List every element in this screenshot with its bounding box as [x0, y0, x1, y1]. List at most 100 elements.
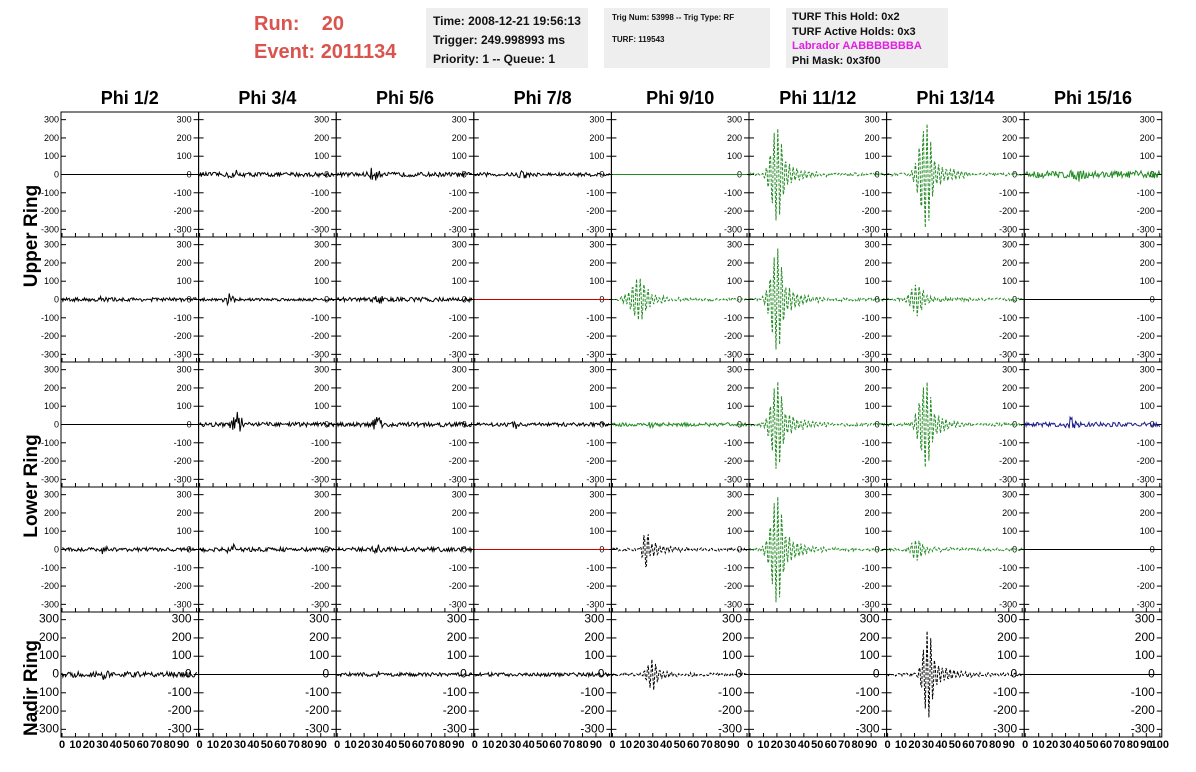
y-tick-label: -200 — [856, 703, 880, 717]
y-tick-label: -200 — [724, 206, 742, 216]
waveform-trace — [474, 170, 610, 179]
y-tick-label: -200 — [586, 581, 604, 591]
y-tick-label: -200 — [41, 581, 59, 591]
y-tick-label: 300 — [314, 115, 329, 125]
y-tick-label: 200 — [314, 133, 329, 143]
y-tick-label: 300 — [860, 612, 880, 626]
y-tick-label: -200 — [449, 581, 467, 591]
y-tick-label: -300 — [1131, 721, 1155, 735]
trig-num-text: Trig Num: 53998 -- Trig Type: RF — [612, 13, 735, 22]
y-tick-label: 100 — [314, 276, 329, 286]
y-tick-label: -200 — [449, 331, 467, 341]
x-tick-label: 90 — [315, 739, 327, 751]
y-tick-label: 200 — [1002, 133, 1017, 143]
turf-active-text: TURF Active Holds: 0x3 — [792, 25, 916, 38]
y-tick-label: 0 — [185, 667, 192, 681]
y-tick-label: 100 — [860, 648, 880, 662]
y-tick-label: 100 — [1140, 401, 1155, 411]
x-tick-label: 40 — [935, 739, 947, 751]
y-tick-label: -300 — [449, 474, 467, 484]
y-tick-label: -100 — [993, 685, 1017, 699]
y-tick-label: 300 — [309, 612, 329, 626]
y-tick-label: 0 — [598, 667, 605, 681]
x-tick-label: 80 — [989, 739, 1001, 751]
y-tick-label: 200 — [727, 383, 742, 393]
y-tick-label: 100 — [314, 526, 329, 536]
y-tick-label: 100 — [1002, 276, 1017, 286]
y-tick-label: -300 — [1137, 349, 1155, 359]
y-tick-label: 300 — [589, 240, 604, 250]
y-tick-label: 100 — [452, 276, 467, 286]
y-tick-label: 300 — [865, 365, 880, 375]
y-tick-label: 300 — [865, 490, 880, 500]
y-tick-label: 300 — [177, 490, 192, 500]
y-tick-label: 0 — [737, 545, 742, 555]
y-tick-label: 200 — [39, 630, 59, 644]
waveform-trace — [611, 659, 748, 691]
x-tick-label: 50 — [398, 739, 410, 751]
y-tick-label: 200 — [589, 258, 604, 268]
y-tick-label: -100 — [305, 685, 329, 699]
x-tick-label: 10 — [69, 739, 81, 751]
x-tick-label: 80 — [852, 739, 864, 751]
y-tick-label: 200 — [589, 508, 604, 518]
x-tick-label: 50 — [949, 739, 961, 751]
y-tick-label: 300 — [589, 365, 604, 375]
y-tick-label: 300 — [447, 612, 467, 626]
y-tick-label: -100 — [1137, 188, 1155, 198]
y-tick-label: -300 — [449, 599, 467, 609]
x-tick-label: 70 — [1113, 739, 1125, 751]
y-tick-label: -100 — [724, 188, 742, 198]
y-tick-label: -100 — [311, 188, 329, 198]
x-tick-label: 50 — [261, 739, 273, 751]
x-tick-label: 60 — [687, 739, 699, 751]
x-tick-label: 40 — [660, 739, 672, 751]
y-tick-label: -300 — [174, 474, 192, 484]
y-tick-label: -100 — [449, 438, 467, 448]
priority-text: Priority: 1 -- Queue: 1 — [433, 52, 556, 66]
y-tick-label: -200 — [311, 581, 329, 591]
row-label: Lower Ring — [21, 434, 42, 537]
y-tick-label: -100 — [999, 313, 1017, 323]
y-tick-label: -300 — [1137, 474, 1155, 484]
turf-hold-text: TURF This Hold: 0x2 — [792, 11, 900, 23]
y-tick-label: -300 — [41, 224, 59, 234]
y-tick-label: -300 — [174, 349, 192, 359]
y-tick-label: -100 — [999, 563, 1017, 573]
y-tick-label: 100 — [314, 151, 329, 161]
y-tick-label: -200 — [999, 331, 1017, 341]
y-tick-label: 200 — [452, 133, 467, 143]
y-tick-label: 0 — [875, 420, 880, 430]
y-tick-label: 200 — [44, 133, 59, 143]
waveform-trace — [887, 540, 1023, 561]
waveform-trace — [612, 534, 748, 568]
x-tick-label: 20 — [496, 739, 508, 751]
waveform-trace — [887, 124, 1023, 228]
row-label: Nadir Ring — [21, 640, 42, 736]
y-tick-label: -200 — [999, 456, 1017, 466]
x-tick-label: 60 — [412, 739, 424, 751]
y-tick-label: 300 — [584, 612, 604, 626]
y-tick-label: 100 — [44, 276, 59, 286]
waveform-trace — [749, 128, 886, 221]
y-tick-label: 200 — [314, 258, 329, 268]
x-tick-label: 0 — [59, 739, 65, 751]
x-tick-label: 30 — [371, 739, 383, 751]
waveform-trace — [887, 631, 1023, 718]
y-tick-label: -200 — [1137, 206, 1155, 216]
y-tick-label: 300 — [452, 490, 467, 500]
y-tick-label: -100 — [41, 188, 59, 198]
y-tick-label: -300 — [856, 721, 880, 735]
y-tick-label: 100 — [177, 151, 192, 161]
y-tick-label: 300 — [589, 115, 604, 125]
y-tick-label: 300 — [314, 365, 329, 375]
y-tick-label: 0 — [54, 170, 59, 180]
y-tick-label: 200 — [722, 630, 742, 644]
y-tick-label: 100 — [1002, 151, 1017, 161]
y-tick-label: 100 — [727, 526, 742, 536]
y-tick-label: -100 — [724, 563, 742, 573]
y-tick-label: -300 — [311, 474, 329, 484]
y-tick-label: 200 — [447, 630, 467, 644]
y-tick-label: 300 — [1002, 240, 1017, 250]
y-tick-label: 300 — [997, 612, 1017, 626]
